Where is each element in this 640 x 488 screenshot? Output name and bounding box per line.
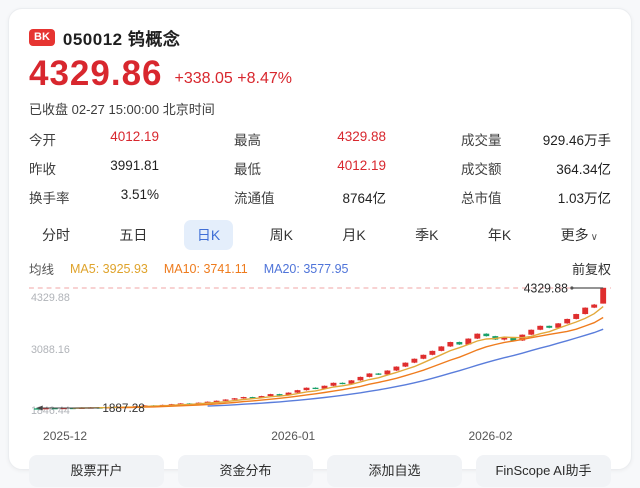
- ma5-legend: MA5: 3925.93: [70, 261, 148, 276]
- header: BK 050012 钨概念: [29, 25, 611, 50]
- svg-text:4329.88: 4329.88: [31, 292, 70, 304]
- price-change: +338.05 +8.47%: [175, 70, 292, 91]
- x-tick-dec: 2025-12: [43, 429, 88, 443]
- ma-legend-bar: 均线 MA5: 3925.93 MA10: 3741.11 MA20: 3577…: [29, 259, 611, 278]
- change-amount: +338.05: [174, 70, 233, 87]
- stock-detail-card: BK 050012 钨概念 4329.86 +338.05 +8.47% 已收盘…: [8, 8, 632, 487]
- market-status: 已收盘 02-27 15:00:00 北京时间: [29, 102, 215, 117]
- stat-turnover-amount: 成交额 364.34亿: [461, 162, 611, 177]
- stat-market-cap: 总市值 1.03万亿: [461, 191, 611, 206]
- stat-turnover-rate: 换手率 3.51%: [29, 187, 159, 206]
- price-row: 4329.86 +338.05 +8.47%: [29, 56, 611, 91]
- ma-legend-title: 均线: [29, 263, 55, 277]
- tab-quarterly-k[interactable]: 季K: [415, 227, 439, 243]
- x-tick-feb: 2026-02: [468, 429, 513, 443]
- ma10-legend: MA10: 3741.11: [163, 261, 248, 276]
- footer-actions: 股票开户 资金分布 添加自选 FinScope AI助手: [29, 455, 611, 487]
- stat-prev-close: 昨收 3991.81: [29, 158, 159, 177]
- change-percent: +8.47%: [237, 70, 292, 87]
- finscope-ai-button[interactable]: FinScope AI助手: [476, 455, 611, 487]
- ma20-legend: MA20: 3577.95: [263, 261, 349, 276]
- tab-minute[interactable]: 分时: [42, 227, 70, 243]
- svg-text:3088.16: 3088.16: [31, 344, 70, 356]
- stat-open: 今开 4012.19: [29, 129, 159, 148]
- stats-grid: 今开 4012.19 最高 4329.88 成交量 929.46万手 昨收 39…: [29, 129, 611, 207]
- add-watchlist-button[interactable]: 添加自选: [327, 455, 462, 487]
- stat-volume: 成交量 929.46万手: [461, 133, 611, 148]
- current-price: 4329.86: [29, 54, 163, 93]
- sector-badge: BK: [29, 28, 55, 47]
- x-tick-jan: 2026-01: [271, 429, 316, 443]
- tab-5day[interactable]: 五日: [119, 227, 148, 243]
- x-axis-labels: 2025-12 2026-01 2026-02: [29, 429, 611, 445]
- kline-chart[interactable]: 4329.88 3088.16 1846.44 4329.88 1887.28: [29, 282, 611, 427]
- stat-high: 最高 4329.88: [234, 129, 386, 148]
- tab-daily-k[interactable]: 日K: [183, 220, 234, 250]
- adjust-mode-label[interactable]: 前复权: [571, 262, 611, 277]
- stat-low: 最低 4012.19: [234, 158, 386, 177]
- tab-more[interactable]: 更多 ∨: [560, 227, 598, 243]
- tab-monthly-k[interactable]: 月K: [342, 227, 366, 243]
- svg-text:4329.88: 4329.88: [524, 282, 568, 296]
- svg-text:1846.44: 1846.44: [31, 405, 70, 417]
- period-tabs: 分时 五日 日K 周K 月K 季K 年K 更多 ∨: [29, 220, 611, 250]
- tab-weekly-k[interactable]: 周K: [269, 227, 293, 243]
- tab-yearly-k[interactable]: 年K: [487, 227, 512, 243]
- page-title: 050012 钨概念: [62, 30, 181, 49]
- open-account-button[interactable]: 股票开户: [29, 455, 164, 487]
- svg-text:1887.28: 1887.28: [102, 401, 145, 415]
- stat-float-cap: 流通值 8764亿: [234, 191, 386, 206]
- chart-area: 4329.88 3088.16 1846.44 4329.88 1887.28: [29, 282, 611, 427]
- fund-distribution-button[interactable]: 资金分布: [178, 455, 313, 487]
- chevron-down-icon: ∨: [590, 232, 598, 243]
